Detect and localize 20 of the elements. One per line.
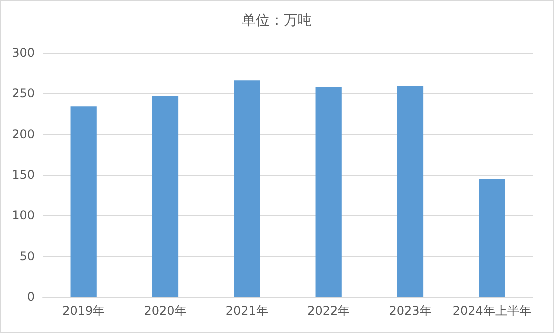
bar (152, 96, 179, 297)
x-tick-label: 2023年 (389, 304, 432, 318)
x-tick-label: 2022年 (308, 304, 350, 318)
y-tick-label: 250 (12, 86, 35, 101)
x-tick-label: 2020年 (144, 304, 187, 318)
bar (316, 87, 342, 297)
bar (397, 86, 424, 297)
x-tick-label: 2024年上半年 (452, 304, 532, 318)
x-tick-label: 2021年 (226, 304, 268, 318)
bar (234, 80, 260, 297)
y-tick-label: 300 (12, 46, 35, 60)
x-tick-label: 2019年 (62, 304, 106, 318)
bar (479, 179, 506, 297)
bar (70, 106, 97, 297)
y-tick-label: 50 (20, 249, 35, 264)
chart-title: 单位：万吨 (242, 13, 312, 29)
y-tick-label: 100 (12, 208, 35, 223)
y-tick-label: 150 (12, 168, 35, 182)
y-tick-label: 200 (12, 127, 35, 142)
y-tick-label: 0 (27, 290, 35, 304)
